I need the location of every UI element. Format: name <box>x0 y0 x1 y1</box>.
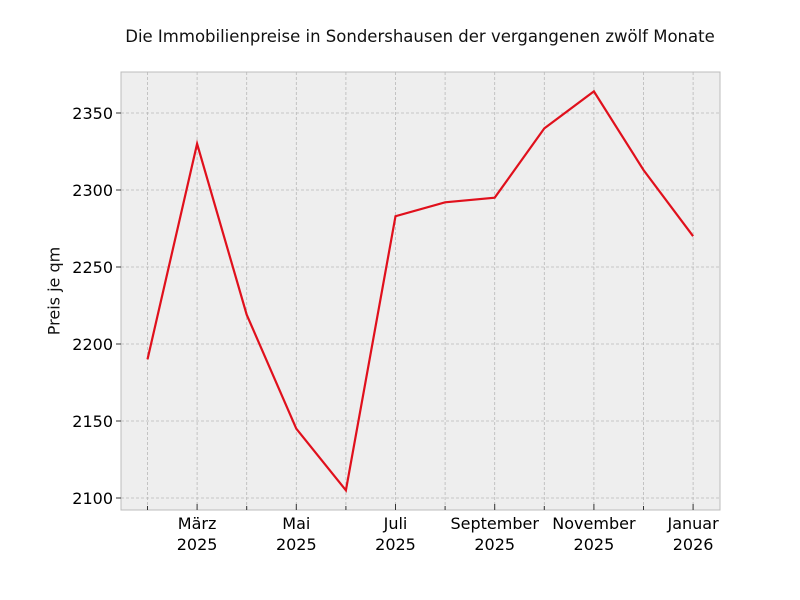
y-tick-label: 2250 <box>72 258 113 277</box>
y-tick-label: 2100 <box>72 489 113 508</box>
y-axis-ticks: 2100 2150 2200 2250 2300 2350 <box>72 104 121 508</box>
chart-title: Die Immobilienpreise in Sondershausen de… <box>125 27 715 46</box>
x-tick-label-year: 2025 <box>177 535 218 554</box>
x-tick-label-month: November <box>552 514 636 533</box>
x-tick-label-month: Mai <box>282 514 310 533</box>
x-tick-label-year: 2025 <box>276 535 317 554</box>
y-tick-label: 2150 <box>72 412 113 431</box>
plot-area <box>120 71 721 511</box>
x-tick-label-year: 2026 <box>673 535 714 554</box>
y-tick-label: 2200 <box>72 335 113 354</box>
x-tick-label-year: 2025 <box>474 535 515 554</box>
x-axis-ticks: März 2025 Mai 2025 Juli 2025 September 2025 Nove… <box>147 504 720 554</box>
x-tick-label-year: 2025 <box>574 535 615 554</box>
price-line <box>146 89 694 493</box>
x-tick-label-month: März <box>178 514 217 533</box>
x-tick-label-month: Januar <box>667 514 720 533</box>
x-tick-label-month: September <box>450 514 539 533</box>
grid-lines <box>121 72 720 510</box>
x-tick-label-year: 2025 <box>375 535 416 554</box>
y-tick-label: 2300 <box>72 181 113 200</box>
y-tick-label: 2350 <box>72 104 113 123</box>
x-tick-label-month: Juli <box>383 514 408 533</box>
